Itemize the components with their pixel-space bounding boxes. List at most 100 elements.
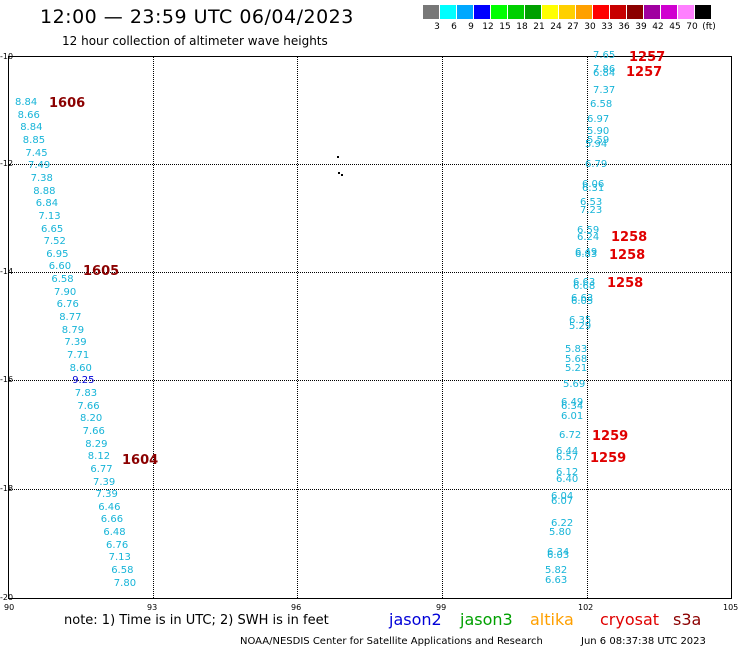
y-tick-label: -10 (0, 52, 14, 61)
legend-swatch (644, 5, 661, 19)
wave-height-value: 7.86 (593, 64, 616, 75)
legend-swatch (661, 5, 678, 19)
wave-height-value: 6.58 (590, 99, 613, 110)
legend-label: 30 (584, 22, 596, 32)
wave-height-value: 6.46 (98, 501, 121, 513)
wave-height-value: 6.95 (46, 248, 69, 260)
legend-label: 6 (451, 22, 457, 32)
x-tick-label: 93 (147, 603, 158, 612)
island-mark (337, 156, 339, 158)
wave-height-value: 6.05 (571, 296, 594, 307)
color-legend (423, 5, 712, 19)
wave-height-value: 6.79 (585, 159, 608, 170)
wave-height-value: 6.68 (573, 281, 596, 292)
pass-time-label: 1258 (611, 230, 648, 245)
wave-height-value: 9.25 (72, 375, 95, 387)
y-tick-label: -18 (0, 484, 14, 493)
wave-height-value: 6.66 (100, 514, 124, 526)
wave-height-value: 7.45 (25, 147, 48, 159)
grid-line-lat-12 (9, 164, 731, 165)
wave-height-value: 5.21 (565, 363, 588, 374)
wave-height-value: 8.84 (20, 122, 43, 134)
legend-label: 42 (652, 22, 664, 32)
wave-height-value: 6.53 (580, 197, 603, 208)
pass-time-label: 1259 (592, 429, 629, 444)
wave-height-value: 6.34 (561, 401, 584, 412)
island-mark (341, 174, 343, 176)
grid-line-lon-96 (297, 57, 298, 598)
wave-height-value: 6.01 (561, 411, 584, 422)
legend-swatch (525, 5, 542, 19)
wave-height-value: 5.94 (585, 139, 608, 150)
y-tick-label: -16 (0, 375, 14, 384)
wave-height-value: 6.76 (106, 539, 129, 551)
wave-height-value: 7.71 (67, 350, 90, 361)
legend-label: 45 (669, 22, 681, 32)
legend-label: 21 (533, 22, 545, 32)
pass-time-label: 1605 (83, 264, 120, 279)
map-frame (8, 56, 732, 599)
satellite-legend-s3a: s3a (673, 610, 702, 629)
credit-timestamp: Jun 6 08:37:38 UTC 2023 (581, 636, 706, 647)
wave-height-value: 6.60 (48, 261, 72, 273)
wave-height-value: 6.40 (556, 474, 579, 485)
wave-height-value: 8.79 (61, 324, 85, 336)
legend-swatch (440, 5, 457, 19)
wave-height-value: 7.39 (95, 489, 118, 501)
satellite-legend-cryosat: cryosat (600, 610, 660, 629)
legend-swatch (474, 5, 491, 19)
wave-height-value: 6.44 (556, 446, 579, 457)
wave-height-value: 5.69 (563, 379, 586, 390)
satellite-legend-jason3: jason3 (460, 610, 513, 629)
wave-height-value: 6.35 (569, 315, 592, 326)
y-tick-label: -20 (0, 593, 14, 602)
wave-height-value: 5.68 (565, 354, 588, 365)
wave-height-value: 6.63 (571, 293, 594, 304)
pass-time-label: 1604 (122, 453, 159, 468)
x-tick-label: 102 (578, 603, 594, 612)
wave-height-value: 6.49 (575, 247, 598, 258)
legend-swatch (457, 5, 474, 19)
wave-height-value: 6.58 (51, 274, 74, 286)
legend-label: 15 (499, 22, 511, 32)
x-tick-label: 90 (4, 603, 15, 612)
wave-height-value: 6.34 (547, 547, 570, 558)
units-note: note: 1) Time is in UTC; 2) SWH is in fe… (64, 613, 329, 628)
legend-label: 24 (550, 22, 562, 32)
wave-height-value: 8.66 (17, 109, 40, 121)
legend-label: 3 (434, 22, 440, 32)
wave-height-value: 6.03 (547, 550, 570, 561)
wave-height-value: 6.04 (551, 491, 574, 502)
wave-height-value: 6.07 (551, 496, 574, 507)
wave-height-value: 6.65 (41, 223, 64, 235)
x-tick-label: 99 (436, 603, 447, 612)
legend-swatch (610, 5, 627, 19)
satellite-legend-jason2: jason2 (389, 610, 442, 629)
color-legend-labels: 3 6 9 12 15 18 21 24 27 30 33 36 39 42 45 70 (ft) (423, 22, 740, 34)
legend-swatch (576, 5, 593, 19)
wave-height-value: 7.38 (30, 172, 53, 184)
legend-swatch (559, 5, 576, 19)
pass-time-label: 1259 (590, 451, 627, 466)
grid-line-lon-102 (587, 57, 588, 598)
wave-height-value: 5.82 (545, 565, 568, 576)
wave-height-value: 6.57 (556, 452, 579, 463)
wave-height-value: 8.84 (15, 97, 38, 108)
legend-swatch (695, 5, 712, 19)
legend-swatch (627, 5, 644, 19)
wave-height-value: 6.22 (551, 518, 574, 529)
legend-label: 18 (516, 22, 528, 32)
legend-label: 33 (601, 22, 613, 32)
wave-height-value: 5.80 (549, 527, 572, 538)
pass-time-label: 1258 (609, 248, 646, 263)
legend-swatch (593, 5, 610, 19)
wave-height-value: 7.13 (38, 210, 61, 222)
wave-height-value: 7.23 (580, 205, 603, 216)
wave-height-value: 6.72 (559, 430, 582, 441)
legend-label: 9 (468, 22, 474, 32)
wave-height-value: 7.13 (108, 552, 131, 564)
map-subtitle: 12 hour collection of altimeter wave hei… (62, 34, 328, 48)
wave-height-value: 8.60 (69, 362, 92, 374)
wave-height-value: 6.63 (545, 575, 568, 586)
map-title: 12:00 — 23:59 UTC 06/04/2023 (40, 6, 354, 28)
